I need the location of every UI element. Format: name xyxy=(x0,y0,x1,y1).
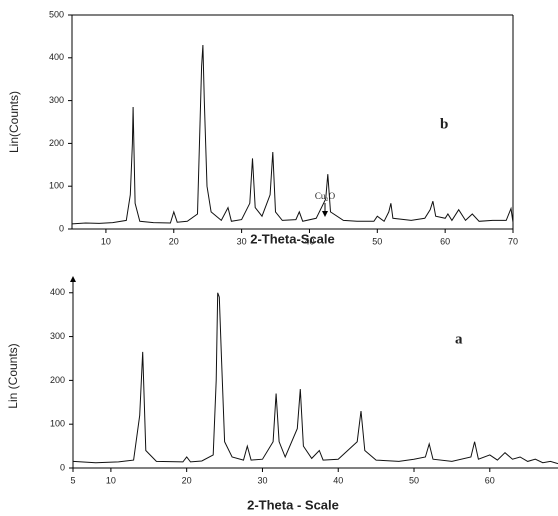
y-axis-title: Lin(Counts) xyxy=(7,91,21,153)
y-tick-label: 200 xyxy=(49,138,64,148)
x-axis-title: 2-Theta-Scale xyxy=(250,231,335,246)
x-tick-label: 10 xyxy=(106,475,116,485)
axis-arrow xyxy=(70,276,76,282)
y-axis-title: Lin (Counts) xyxy=(6,343,20,408)
y-tick-label: 300 xyxy=(50,331,65,341)
x-tick-label: 20 xyxy=(182,475,192,485)
x-tick-label: 60 xyxy=(485,475,495,485)
y-tick-label: 500 xyxy=(49,9,64,19)
y-tick-label: 0 xyxy=(59,223,64,233)
x-tick-label: 40 xyxy=(333,475,343,485)
x-tick-label: 10 xyxy=(101,236,111,246)
pattern-label: b xyxy=(440,116,448,132)
pattern-line xyxy=(71,44,514,225)
x-tick-label: 60 xyxy=(440,236,450,246)
pattern-label: a xyxy=(455,331,463,347)
annotation-arrowhead xyxy=(322,211,328,217)
y-tick-label: 200 xyxy=(50,375,65,385)
annotation: Cu₂O xyxy=(315,191,336,201)
y-tick-label: 400 xyxy=(49,52,64,62)
y-tick-label: 0 xyxy=(60,462,65,472)
y-tick-label: 400 xyxy=(50,287,65,297)
y-tick-label: 300 xyxy=(49,95,64,105)
x-tick-label: 20 xyxy=(169,236,179,246)
y-tick-label: 100 xyxy=(50,419,65,429)
y-tick-label: 100 xyxy=(49,181,64,191)
x-tick-label: 30 xyxy=(237,236,247,246)
x-tick-label: 5 xyxy=(70,475,75,485)
x-tick-label: 50 xyxy=(372,236,382,246)
x-tick-label: 50 xyxy=(409,475,419,485)
x-tick-label: 30 xyxy=(257,475,267,485)
x-axis-title: 2-Theta - Scale xyxy=(247,497,339,512)
pattern-line xyxy=(72,292,558,465)
x-tick-label: 70 xyxy=(508,236,518,246)
x-tick-label: 40 xyxy=(304,236,314,246)
